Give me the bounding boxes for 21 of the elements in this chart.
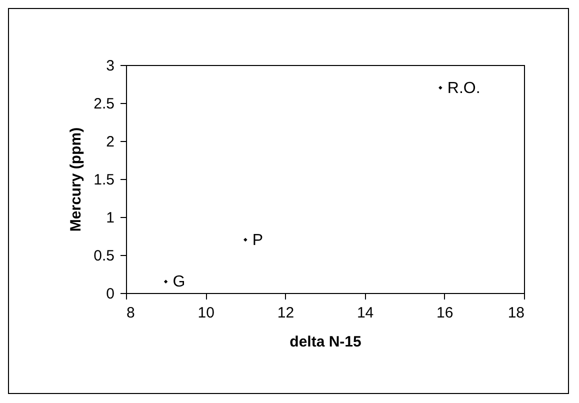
x-tick-label: 12 [277,304,294,322]
y-tick-label: 1.5 [94,172,114,188]
y-tick-label: 0 [106,286,114,302]
point [438,86,442,90]
x-tick-label: 18 [508,304,524,322]
y-tick-label: 2 [106,134,114,150]
annotation: G [172,274,186,291]
y-tick-label: 1 [106,210,114,226]
y-axis-title: Mercury (ppm) [68,127,85,232]
x-axis-title: delta N-15 [290,334,362,350]
x-tick-label: 8 [126,304,135,322]
x-tick-label: 16 [436,304,454,322]
point [164,280,168,284]
annotation: P [252,232,264,249]
y-tick-label: 0.5 [94,248,114,264]
point [244,238,248,242]
x-tick-label: 14 [356,304,374,322]
y-tick-label: 3 [106,58,114,74]
x-tick-label: 10 [198,304,214,322]
y-tick-label: 2.5 [94,96,114,112]
annotation: R.O. [447,80,480,97]
